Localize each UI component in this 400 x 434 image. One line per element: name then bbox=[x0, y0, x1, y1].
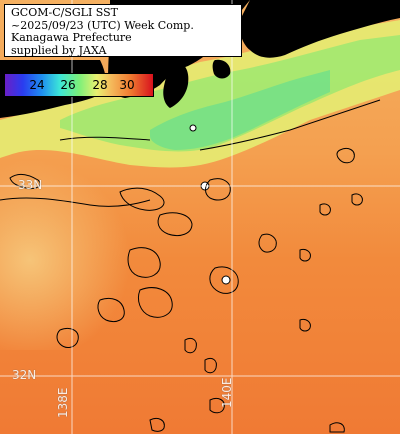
lat-label-32n: 32N bbox=[12, 368, 37, 382]
sst-colorbar: 24 26 28 30 bbox=[4, 73, 154, 97]
island-oshima bbox=[189, 124, 197, 132]
colorbar-tick-26: 26 bbox=[60, 78, 76, 92]
land-miura bbox=[212, 59, 231, 79]
map-title-box: GCOM-C/SGLI SST ~2025/09/23 (UTC) Week C… bbox=[4, 4, 242, 57]
colorbar-tick-28: 28 bbox=[92, 78, 108, 92]
coastal-band-green bbox=[60, 35, 400, 152]
lon-label-138e: 138E bbox=[56, 387, 70, 419]
land-izu-peninsula bbox=[163, 62, 189, 108]
title-line-credit: supplied by JAXA bbox=[11, 43, 107, 57]
isotherm-contours bbox=[0, 99, 381, 433]
title-line-date: ~2025/09/23 (UTC) Week Comp. bbox=[11, 18, 194, 32]
colorbar-tick-30: 30 bbox=[119, 78, 135, 92]
land-kanto bbox=[239, 0, 400, 58]
colorbar-tick-24: 24 bbox=[29, 78, 45, 92]
sea-cool-patch bbox=[0, 150, 200, 350]
lat-label-33n: 33N bbox=[18, 178, 43, 192]
title-line-product: GCOM-C/SGLI SST bbox=[11, 6, 119, 19]
title-line-region: Kanagawa Prefecture bbox=[11, 31, 132, 44]
island-hachijo bbox=[221, 275, 231, 285]
lon-label-140e: 140E bbox=[220, 377, 234, 409]
